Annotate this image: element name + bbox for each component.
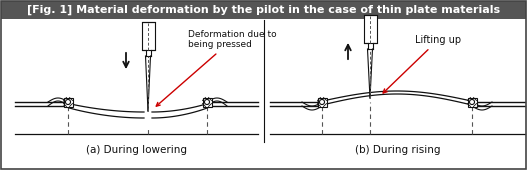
Circle shape [204,99,210,105]
Text: Lifting up: Lifting up [383,35,461,93]
Bar [317,98,327,106]
Text: (b) During rising: (b) During rising [355,145,440,155]
Bar [63,98,73,106]
Circle shape [470,99,474,105]
Circle shape [319,99,325,105]
Text: Deformation due to
being pressed: Deformation due to being pressed [157,30,277,106]
Bar [142,22,154,50]
Text: (a) During lowering: (a) During lowering [86,145,187,155]
Bar [1,1,526,19]
Bar [467,98,476,106]
Circle shape [65,99,71,105]
Bar [202,98,211,106]
Text: [Fig. 1] Material deformation by the pilot in the case of thin plate materials: [Fig. 1] Material deformation by the pil… [27,5,500,15]
Bar [364,15,376,43]
